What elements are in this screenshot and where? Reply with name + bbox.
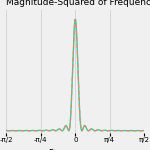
X-axis label: Frequency ω: Frequency ω <box>49 149 102 150</box>
Text: Magnitude-Squared of Frequency Response for Boxcar Window: Magnitude-Squared of Frequency Response … <box>6 0 150 7</box>
